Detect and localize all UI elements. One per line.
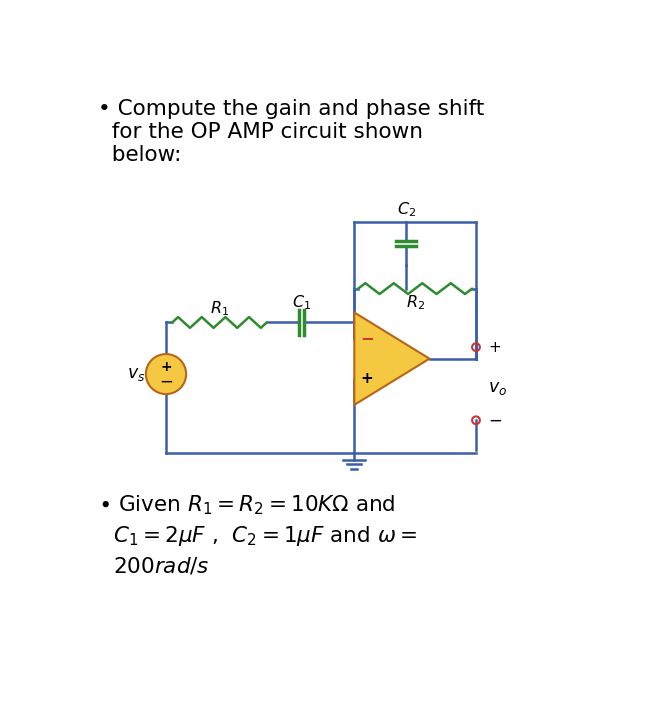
Text: $R_1$: $R_1$ xyxy=(210,299,229,318)
Text: $v_o$: $v_o$ xyxy=(488,379,508,397)
Text: $\bullet$ Given $R_1 = R_2 = 10K\Omega$ and: $\bullet$ Given $R_1 = R_2 = 10K\Omega$ … xyxy=(98,493,395,517)
Circle shape xyxy=(146,354,186,394)
Text: +: + xyxy=(488,340,501,355)
Text: $C_1 = 2\mu F$ ,  $C_2 = 1\mu F$ and $\omega =$: $C_1 = 2\mu F$ , $C_2 = 1\mu F$ and $\om… xyxy=(113,524,417,548)
Text: $C_2$: $C_2$ xyxy=(397,201,416,220)
Text: −: − xyxy=(488,411,503,429)
Text: $200rad/s$: $200rad/s$ xyxy=(113,555,210,576)
Text: +: + xyxy=(360,372,373,387)
Text: $C_1$: $C_1$ xyxy=(292,293,311,312)
Text: $v_s$: $v_s$ xyxy=(127,365,146,383)
Text: $R_2$: $R_2$ xyxy=(406,293,424,312)
Text: • Compute the gain and phase shift: • Compute the gain and phase shift xyxy=(98,99,484,119)
Text: +: + xyxy=(160,360,172,374)
Text: −: − xyxy=(360,329,373,348)
Text: for the OP AMP circuit shown: for the OP AMP circuit shown xyxy=(98,122,422,142)
Text: −: − xyxy=(159,373,173,391)
Text: below:: below: xyxy=(98,145,181,166)
Polygon shape xyxy=(354,312,430,405)
